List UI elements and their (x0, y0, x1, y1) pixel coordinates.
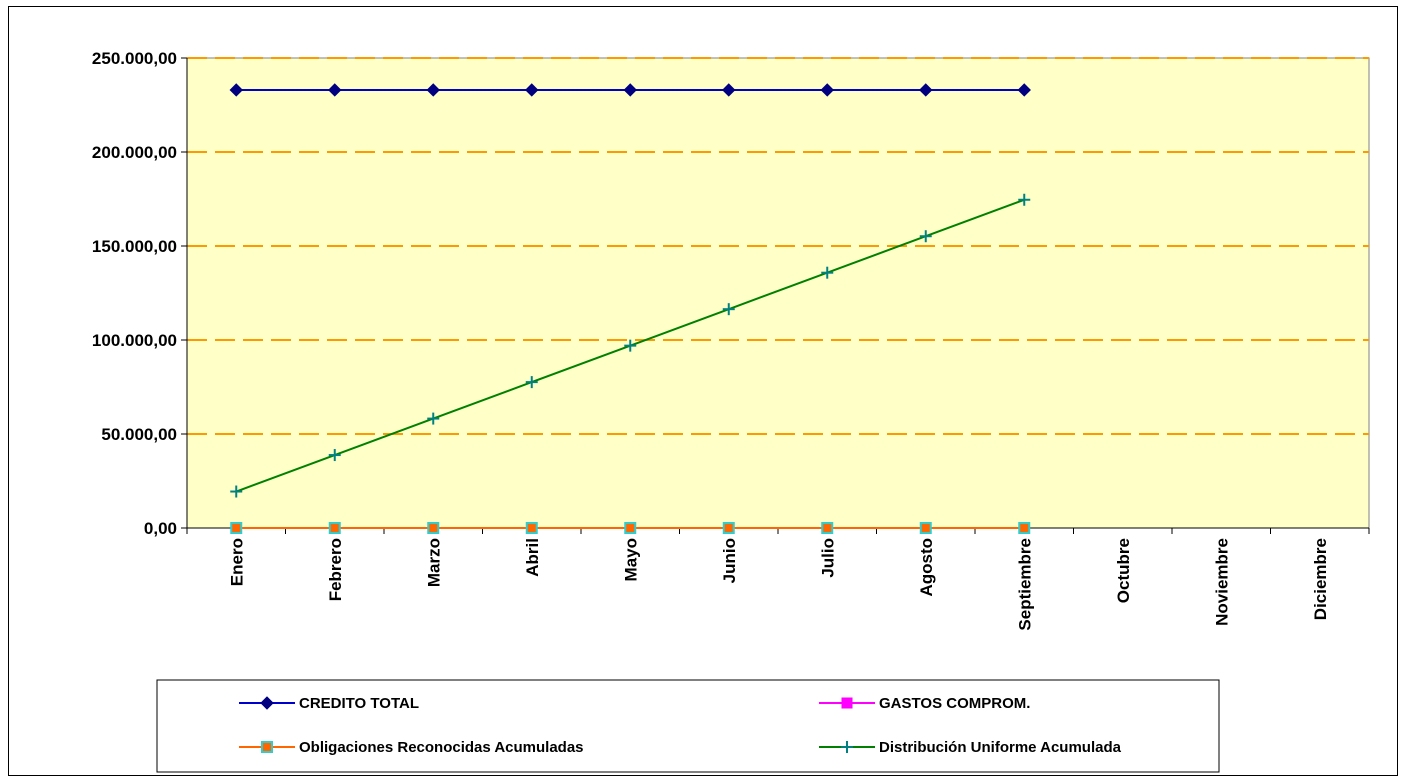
y-tick-label: 250.000,00 (92, 49, 177, 68)
line-chart: 0,00 50.000,00 100.000,00 150.000,00 200.000… (92, 49, 1370, 773)
x-tick-label: Julio (818, 538, 837, 578)
data-point (525, 522, 538, 534)
data-point (821, 522, 834, 534)
y-tick-label: 100.000,00 (92, 331, 177, 350)
data-point (1018, 522, 1031, 534)
x-tick-label: Mayo (621, 538, 640, 581)
x-tick-label: Junio (720, 538, 739, 583)
data-point (426, 83, 440, 97)
plot-area (186, 57, 1370, 529)
data-point (623, 83, 637, 97)
x-tick-label: Noviembre (1212, 538, 1231, 626)
legend-item: CREDITO TOTAL (239, 695, 419, 712)
series-0 (229, 83, 1031, 97)
data-point (230, 522, 243, 534)
data-point (1017, 83, 1031, 97)
legend-label: CREDITO TOTAL (299, 695, 419, 712)
x-tick-label: Septiembre (1015, 538, 1034, 631)
x-tick-label: Diciembre (1311, 538, 1330, 620)
series-3 (230, 193, 1031, 498)
data-point (919, 522, 932, 534)
legend-marker (841, 697, 853, 709)
data-point (820, 83, 834, 97)
legend-marker (261, 741, 273, 753)
legend: CREDITO TOTAL GASTOS COMPROM. Obligaciones… (156, 679, 1220, 773)
x-tick-label: Octubre (1114, 538, 1133, 603)
data-point (722, 83, 736, 97)
legend-label: Distribución Uniforme Acumulada (879, 739, 1122, 756)
data-point (328, 83, 342, 97)
legend-item: GASTOS COMPROM. (819, 695, 1030, 712)
data-point (919, 83, 933, 97)
data-point (427, 522, 440, 534)
legend-label: Obligaciones Reconocidas Acumuladas (299, 739, 584, 756)
data-point (525, 83, 539, 97)
legend-item: Distribución Uniforme Acumulada (819, 739, 1122, 756)
data-point (328, 522, 341, 534)
legend-box (156, 679, 1220, 773)
data-point (229, 83, 243, 97)
legend-marker (260, 696, 274, 710)
y-tick-label: 0,00 (144, 519, 177, 538)
data-point (722, 522, 735, 534)
x-tick-label: Marzo (424, 538, 443, 587)
data-point (624, 522, 637, 534)
x-tick-label: Febrero (326, 538, 345, 601)
y-tick-label: 150.000,00 (92, 237, 177, 256)
y-tick-label: 200.000,00 (92, 143, 177, 162)
x-tick-label: Agosto (917, 538, 936, 597)
x-tick-label: Enero (227, 538, 246, 586)
chart-frame: 0,00 50.000,00 100.000,00 150.000,00 200.000… (8, 6, 1398, 776)
legend-label: GASTOS COMPROM. (879, 695, 1030, 712)
legend-item: Obligaciones Reconocidas Acumuladas (239, 739, 584, 756)
y-tick-label: 50.000,00 (101, 425, 177, 444)
x-tick-label: Abril (523, 538, 542, 577)
series-2 (230, 522, 1031, 534)
